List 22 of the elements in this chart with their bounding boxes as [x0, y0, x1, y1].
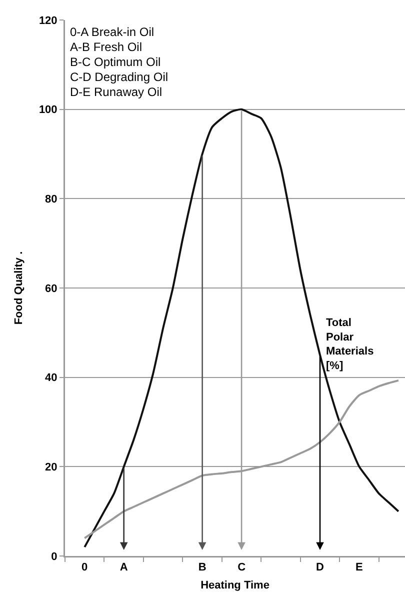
line-series — [84, 108, 400, 548]
y-axis-title: Food Quality . — [12, 251, 25, 325]
x-axis-title: Heating Time — [200, 580, 270, 592]
x-tick-label: C — [238, 562, 246, 574]
x-tick-label: D — [316, 562, 324, 574]
y-tick-label: 60 — [45, 282, 58, 295]
annotation: A-B Fresh Oil — [70, 40, 142, 54]
y-tick-label: 40 — [45, 372, 58, 384]
y-tick-label: 100 — [38, 104, 58, 116]
y-tick-label: 20 — [45, 462, 58, 474]
x-tick-label: B — [198, 562, 206, 574]
x-tick-label: A — [120, 562, 128, 574]
y-tick-label: 80 — [45, 194, 58, 206]
x-tick-label: E — [356, 562, 363, 574]
y-tick-label: 0 — [51, 550, 58, 563]
annotation: B-C Optimum Oil — [70, 55, 161, 69]
y-tick-label: 120 — [38, 14, 58, 27]
series-label: Total Polar Materials [%] — [326, 317, 374, 372]
annotation: D-E Runaway Oil — [70, 85, 162, 99]
annotation: 0-A Break-in Oil — [70, 25, 154, 39]
x-tick-label: 0 — [82, 562, 88, 574]
annotation: C-D Degrading Oil — [70, 70, 168, 84]
